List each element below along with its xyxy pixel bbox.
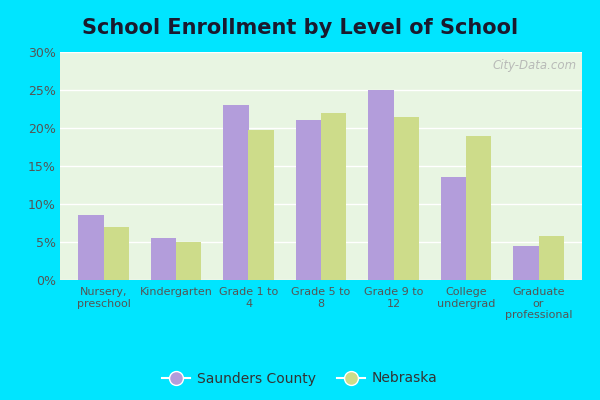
Bar [513, 246, 539, 280]
Bar [321, 113, 346, 280]
Bar [223, 105, 248, 280]
Bar [248, 130, 274, 280]
Bar [151, 238, 176, 280]
Bar [296, 120, 321, 280]
Bar [78, 216, 104, 280]
Text: School Enrollment by Level of School: School Enrollment by Level of School [82, 18, 518, 38]
Bar [104, 227, 129, 280]
Bar [394, 117, 419, 280]
Bar [176, 242, 202, 280]
Bar [368, 90, 394, 280]
Legend: Saunders County, Nebraska: Saunders County, Nebraska [157, 366, 443, 391]
Bar [440, 178, 466, 280]
Bar [466, 136, 491, 280]
Text: City-Data.com: City-Data.com [493, 59, 577, 72]
Bar [539, 236, 564, 280]
